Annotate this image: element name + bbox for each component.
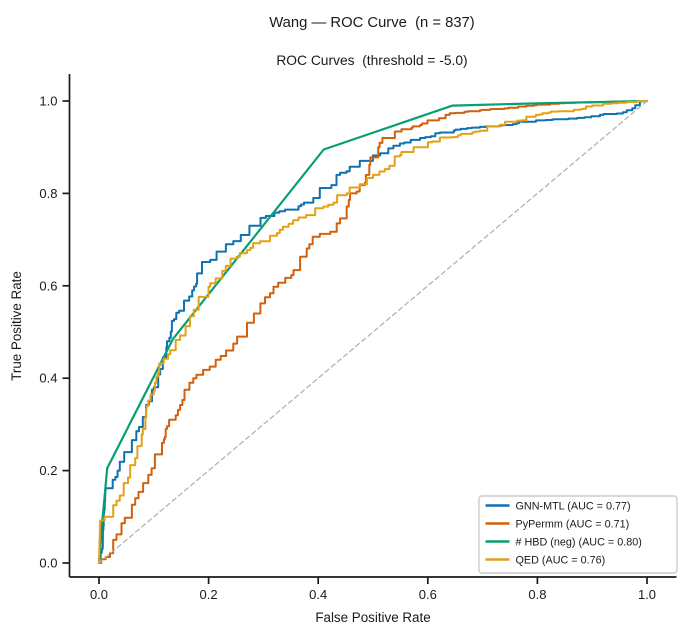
x-tick-label: 0.2 — [200, 587, 218, 602]
diagonal-reference-line — [98, 100, 648, 564]
x-axis-label: False Positive Rate — [315, 610, 430, 625]
y-tick-label: 0.6 — [39, 278, 57, 293]
legend-label-qed: QED (AUC = 0.76) — [516, 555, 606, 567]
legend-label-pypermm: PyPermm (AUC = 0.71) — [516, 519, 630, 531]
y-tick-label: 0.2 — [39, 463, 57, 478]
roc-curve-gnn-mtl — [98, 100, 648, 564]
legend-label-gnn-mtl: GNN-MTL (AUC = 0.77) — [516, 501, 631, 513]
y-tick-label: 1.0 — [39, 94, 57, 109]
y-tick-label: 0.4 — [39, 371, 57, 386]
y-tick-label: 0.0 — [39, 556, 57, 571]
legend-box — [478, 495, 678, 574]
axes-subtitle: ROC Curves (threshold = -5.0) — [276, 53, 467, 68]
roc-curve-hbd — [97, 99, 649, 565]
roc-curves — [97, 99, 649, 565]
x-tick-label: 0.0 — [90, 587, 108, 602]
x-tick-label: 0.4 — [309, 587, 327, 602]
figure-title: Wang — ROC Curve (n = 837) — [269, 15, 475, 31]
x-tick-label: 0.8 — [528, 587, 546, 602]
roc-curve-pypermm — [98, 100, 648, 564]
legend-label-hbd: # HBD (neg) (AUC = 0.80) — [516, 537, 642, 549]
axes: 0.0 0.2 0.4 0.6 0.8 1.0 0.0 0.2 0.4 0.6 0.8 1.0 — [39, 74, 677, 602]
y-axis-label: True Positive Rate — [9, 271, 24, 381]
legend: GNN-MTL (AUC = 0.77) PyPermm (AUC = 0.71)… — [478, 495, 678, 574]
y-tick-label: 0.8 — [39, 186, 57, 201]
x-tick-label: 1.0 — [638, 587, 656, 602]
x-tick-label: 0.6 — [419, 587, 437, 602]
roc-curve-qed — [98, 100, 648, 564]
